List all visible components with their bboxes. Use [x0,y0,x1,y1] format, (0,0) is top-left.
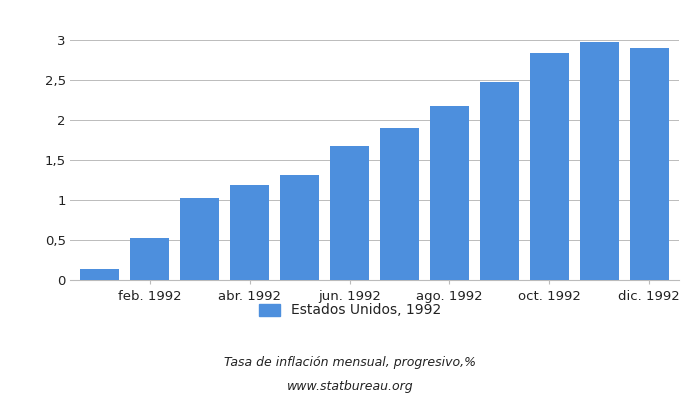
Text: Tasa de inflación mensual, progresivo,%: Tasa de inflación mensual, progresivo,% [224,356,476,369]
Bar [629,48,668,280]
Bar [480,82,519,280]
Bar [580,42,619,280]
Bar [330,146,369,280]
Bar [181,198,219,280]
Legend: Estados Unidos, 1992: Estados Unidos, 1992 [253,298,447,323]
Text: www.statbureau.org: www.statbureau.org [287,380,413,393]
Bar [530,53,568,280]
Bar [380,128,419,280]
Bar [430,106,469,280]
Bar [280,175,319,280]
Bar [80,269,120,280]
Bar [130,238,169,280]
Bar [230,185,270,280]
